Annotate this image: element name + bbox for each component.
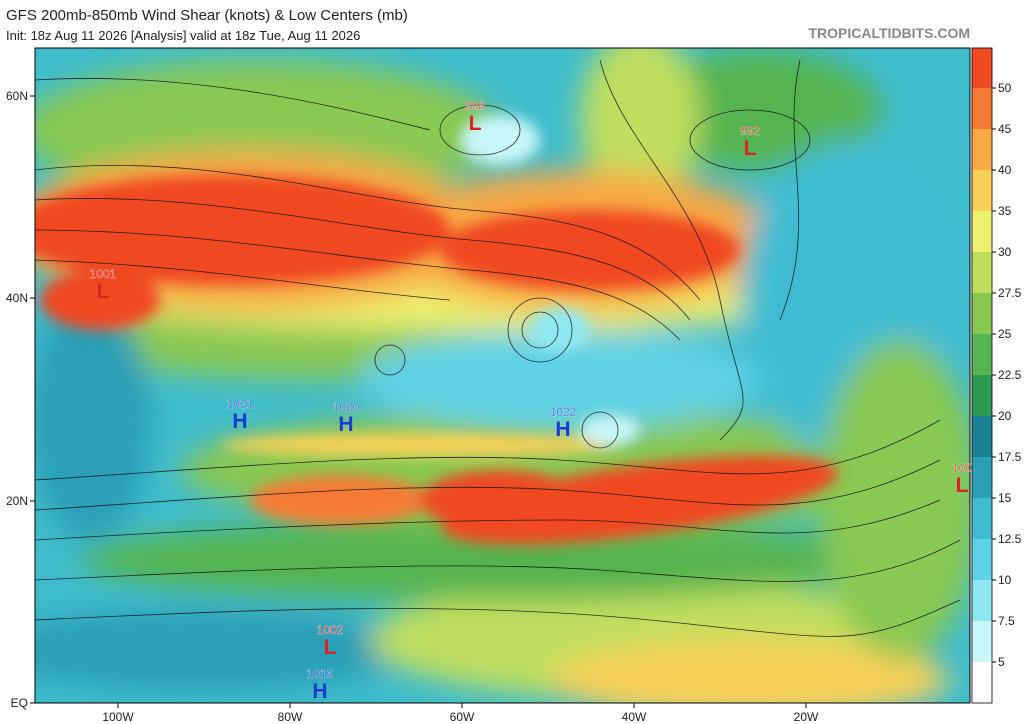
- colorbar-segment: [972, 498, 992, 539]
- center-symbol: L: [324, 636, 337, 659]
- center-symbol: H: [232, 410, 247, 433]
- center-symbol: L: [97, 280, 110, 303]
- colorbar-segment: [972, 48, 992, 88]
- colorbar-segment: [972, 334, 992, 375]
- center-symbol: H: [338, 413, 353, 436]
- center-pressure: 1022: [550, 405, 577, 419]
- lon-label: 40W: [622, 710, 647, 724]
- colorbar-label: 30: [998, 245, 1012, 259]
- title: GFS 200mb-850mb Wind Shear (knots) & Low…: [6, 7, 408, 24]
- colorbar-segment: [972, 375, 992, 416]
- colorbar-label: 40: [998, 163, 1012, 177]
- colorbar-label: 45: [998, 122, 1012, 136]
- colorbar: 5 7.5 10 12.5 15 17.5 20 22.5 25 27.5 30 35 40 45 50: [971, 47, 1022, 704]
- colorbar-segment: [972, 129, 992, 170]
- colorbar-segment: [972, 170, 992, 211]
- lon-label: 80W: [278, 710, 303, 724]
- center-symbol: L: [956, 474, 969, 497]
- center-symbol: H: [555, 418, 570, 441]
- center-symbol: L: [744, 137, 757, 160]
- center-pressure: 1002: [317, 623, 344, 637]
- colorbar-segment: [972, 457, 992, 498]
- lon-label: 20W: [794, 710, 819, 724]
- colorbar-label: 25: [998, 327, 1012, 341]
- site-credit: TROPICALTIDBITS.COM: [808, 25, 970, 41]
- colorbar-segment: [972, 539, 992, 580]
- map-frame: [34, 47, 971, 704]
- subtitle: Init: 18z Aug 11 2026 [Analysis] valid a…: [6, 28, 360, 43]
- colorbar-label: 7.5: [998, 614, 1015, 628]
- colorbar-label: 12.5: [998, 532, 1022, 546]
- colorbar-label: 27.5: [998, 286, 1022, 300]
- center-symbol: L: [469, 112, 482, 135]
- center-pressure: 1021: [227, 397, 254, 411]
- lon-label: 60W: [450, 710, 475, 724]
- colorbar-segment: [972, 88, 992, 129]
- center-pressure: 1020: [333, 400, 360, 414]
- colorbar-label: 10: [998, 573, 1012, 587]
- colorbar-label: 17.5: [998, 450, 1022, 464]
- colorbar-segment: [972, 416, 992, 457]
- center-pressure: 992: [740, 124, 760, 138]
- colorbar-segment: [972, 252, 992, 293]
- lon-label: 100W: [102, 710, 134, 724]
- colorbar-label: 20: [998, 409, 1012, 423]
- center-pressure: 998: [465, 99, 485, 113]
- colorbar-label: 35: [998, 204, 1012, 218]
- lat-label: 40N: [6, 291, 28, 305]
- colorbar-segment: [972, 662, 992, 703]
- center-symbol: H: [312, 680, 327, 703]
- shear-field: [35, 48, 970, 703]
- center-pressure: 1016: [307, 667, 334, 681]
- colorbar-segment: [972, 293, 992, 334]
- colorbar-label: 15: [998, 491, 1012, 505]
- colorbar-segment: [972, 621, 992, 662]
- colorbar-segment: [972, 211, 992, 252]
- colorbar-label: 50: [998, 81, 1012, 95]
- center-pressure: 100: [952, 461, 972, 475]
- colorbar-label: 5: [998, 655, 1005, 669]
- lat-label: EQ: [11, 696, 28, 710]
- lat-label: 60N: [6, 89, 28, 103]
- center-pressure: 1001: [90, 267, 117, 281]
- lat-label: 20N: [6, 494, 28, 508]
- colorbar-segment: [972, 580, 992, 621]
- colorbar-label: 22.5: [998, 368, 1022, 382]
- axes: 60N 40N 20N EQ 100W 80W 60W 40W 20W: [6, 89, 819, 724]
